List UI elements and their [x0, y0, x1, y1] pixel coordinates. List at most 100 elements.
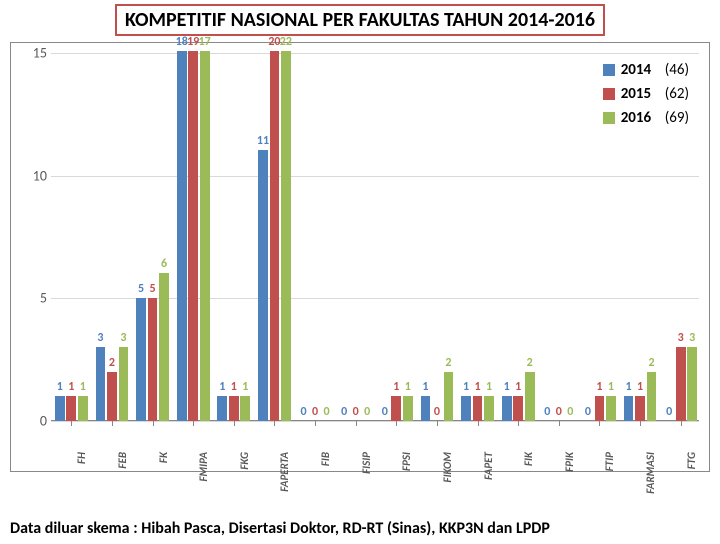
bar-value-label: 1 [219, 380, 225, 394]
x-category-label: FTG [685, 452, 698, 469]
bar-value-label: 11 [257, 134, 269, 148]
bar-value-label: 20 [268, 35, 280, 49]
x-category-label: FAPERTA [278, 452, 291, 492]
x-category-label: FAPET [482, 452, 495, 480]
y-axis: 051015 [11, 53, 51, 421]
bar [502, 396, 512, 421]
bar-value-label: 0 [301, 405, 307, 419]
bar-value-label: 5 [150, 282, 156, 296]
bar-value-label: 0 [353, 405, 359, 419]
bar [403, 396, 413, 421]
legend-swatch [603, 112, 615, 124]
y-tick-label: 15 [33, 45, 47, 62]
bar [461, 396, 471, 421]
bar-value-label: 0 [434, 405, 440, 419]
y-tick-label: 0 [40, 413, 47, 430]
bar [635, 396, 645, 421]
bar [229, 396, 239, 421]
bar [270, 51, 280, 421]
bar-value-label: 1 [422, 380, 428, 394]
bar-value-label: 2 [648, 356, 654, 370]
legend-swatch [603, 64, 615, 76]
y-tick-label: 5 [40, 290, 47, 307]
bar [55, 396, 65, 421]
bar-value-label: 2 [109, 356, 115, 370]
x-category-label: FMIPA [197, 452, 210, 482]
bar [107, 372, 117, 421]
bar-value-label: 3 [678, 331, 684, 345]
bar [444, 372, 454, 421]
footnote: Data diluar skema : Hibah Pasca, Diserta… [10, 519, 710, 538]
legend-count: (46) [665, 61, 689, 79]
gridline [51, 176, 699, 177]
bar-value-label: 1 [504, 380, 510, 394]
bar-value-label: 2 [445, 356, 451, 370]
legend-count: (62) [665, 85, 689, 103]
bar-value-label: 0 [666, 405, 672, 419]
bar-value-label: 1 [596, 380, 602, 394]
bar [159, 273, 169, 421]
x-category-label: FPSI [400, 452, 413, 471]
bar-value-label: 1 [393, 380, 399, 394]
bar-value-label: 18 [176, 35, 188, 49]
bar [676, 347, 686, 421]
bar [624, 396, 634, 421]
bar-value-label: 1 [68, 380, 74, 394]
bar [148, 298, 158, 421]
bar [281, 51, 291, 421]
bar-value-label: 0 [312, 405, 318, 419]
legend-item: 2016(69) [603, 109, 689, 127]
bar-value-label: 1 [463, 380, 469, 394]
x-category-label: FTIP [603, 452, 616, 471]
bar [258, 150, 268, 421]
bar-value-label: 3 [97, 331, 103, 345]
bar-value-label: 0 [556, 405, 562, 419]
bar [513, 396, 523, 421]
x-category-label: FIKOM [441, 452, 454, 482]
bar-value-label: 2 [527, 356, 533, 370]
bar-value-label: 1 [231, 380, 237, 394]
legend-item: 2014 (46) [603, 61, 689, 79]
legend-item: 2015(62) [603, 85, 689, 103]
bar-value-label: 1 [475, 380, 481, 394]
legend-year: 2014 [621, 61, 659, 79]
bar-value-label: 0 [323, 405, 329, 419]
bar-value-label: 0 [341, 405, 347, 419]
bar-value-label: 3 [689, 331, 695, 345]
bar [119, 347, 129, 421]
x-category-label: FIK [522, 452, 535, 466]
x-category-label: FPIK [563, 452, 576, 472]
x-category-label: FK [157, 452, 170, 463]
bar-value-label: 6 [161, 257, 167, 271]
bar-value-label: 3 [120, 331, 126, 345]
bar [200, 51, 210, 421]
bar [525, 372, 535, 421]
bar [391, 396, 401, 421]
bar-value-label: 0 [567, 405, 573, 419]
bar-value-label: 0 [544, 405, 550, 419]
gridline [51, 53, 699, 54]
bar [421, 396, 431, 421]
bar-value-label: 1 [637, 380, 643, 394]
bar [96, 347, 106, 421]
bar-value-label: 1 [57, 380, 63, 394]
bar [177, 51, 187, 421]
bar-value-label: 0 [364, 405, 370, 419]
x-category-label: FISIP [360, 452, 373, 474]
chart-container: 051015 111323556181917111112022000000011… [10, 42, 710, 472]
bar [595, 396, 605, 421]
bar-value-label: 1 [405, 380, 411, 394]
bar [473, 396, 483, 421]
x-category-label: FIB [319, 452, 332, 466]
bar-value-label: 0 [382, 405, 388, 419]
bar [484, 396, 494, 421]
bar [240, 396, 250, 421]
bar [78, 396, 88, 421]
bar-value-label: 1 [242, 380, 248, 394]
bar-value-label: 1 [608, 380, 614, 394]
x-axis-labels: FHFEBFKFMIPAFKGFAPERTAFIBFISIPFPSIFIKOMF… [51, 421, 699, 471]
bar-value-label: 19 [187, 35, 199, 49]
x-category-label: FARMASI [644, 452, 657, 494]
y-tick-label: 10 [33, 167, 47, 184]
bar-value-label: 22 [280, 35, 292, 49]
